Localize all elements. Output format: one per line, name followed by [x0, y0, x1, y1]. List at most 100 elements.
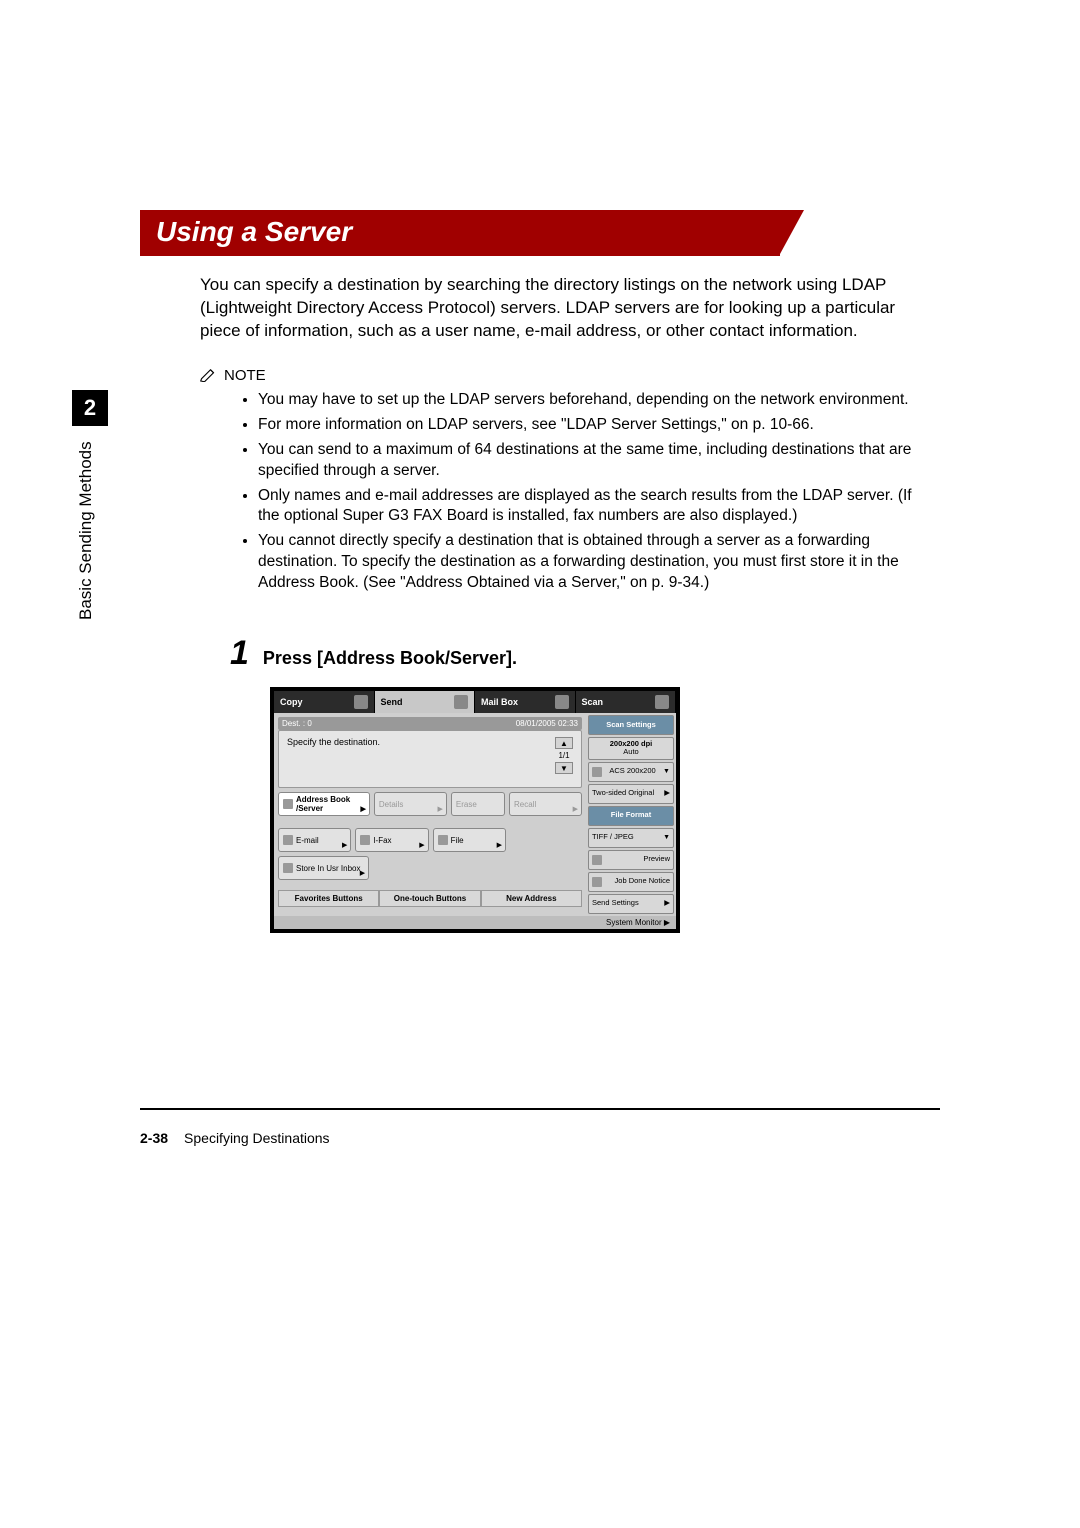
ifax-label: I-Fax [373, 836, 391, 845]
side-panel: Scan Settings 200x200 dpi Auto ACS 200x2… [588, 715, 674, 914]
ifax-button[interactable]: I-Fax ▶ [355, 828, 428, 852]
step-1: 1 Press [Address Book/Server]. [230, 634, 940, 673]
system-monitor-label: System Monitor [606, 918, 662, 927]
timestamp: 08/01/2005 02:33 [516, 719, 578, 728]
chevron-right-icon: ▶ [419, 841, 424, 849]
tab-copy-label: Copy [280, 697, 303, 707]
file-format-header: File Format [588, 806, 674, 826]
step-instruction: Press [Address Book/Server]. [263, 648, 517, 669]
send-settings-label: Send Settings [592, 899, 639, 907]
preview-label: Preview [643, 855, 670, 863]
email-button[interactable]: E-mail ▶ [278, 828, 351, 852]
store-inbox-button[interactable]: Store In Usr Inbox ▶ [278, 856, 369, 880]
dpi-box[interactable]: 200x200 dpi Auto [588, 737, 674, 760]
preview-box[interactable]: Preview [588, 850, 674, 870]
file-format-value: TIFF / JPEG [592, 833, 634, 841]
tab-mailbox-label: Mail Box [481, 697, 518, 707]
globe-icon [360, 835, 370, 845]
tab-copy[interactable]: Copy [274, 691, 375, 713]
preview-icon [592, 855, 602, 865]
chevron-right-icon: ▶ [497, 841, 502, 849]
acs-label: ACS 200x200 [609, 767, 655, 775]
intro-paragraph: You can specify a destination by searchi… [200, 274, 900, 343]
tab-onetouch[interactable]: One-touch Buttons [379, 890, 480, 907]
mailbox-icon [555, 695, 569, 709]
scan-settings-header: Scan Settings [588, 715, 674, 735]
chevron-right-icon: ▶ [342, 841, 347, 849]
file-label: File [451, 836, 464, 845]
info-strip: Dest. : 0 08/01/2005 02:33 [278, 717, 582, 730]
page-up-button[interactable]: ▲ [555, 737, 573, 749]
footer-section: Specifying Destinations [184, 1130, 330, 1146]
scan-icon [655, 695, 669, 709]
acs-icon [592, 767, 602, 777]
auto-label: Auto [592, 748, 670, 756]
tab-scan-label: Scan [582, 697, 604, 707]
chapter-tab: 2 [72, 390, 108, 426]
send-icon [454, 695, 468, 709]
chevron-right-icon: ▶ [438, 805, 443, 813]
tab-send[interactable]: Send [375, 691, 476, 713]
bottom-tabs: Favorites Buttons One-touch Buttons New … [278, 890, 582, 907]
side-chapter-label: Basic Sending Methods [76, 441, 96, 620]
mail-icon [283, 835, 293, 845]
dest-count: Dest. : 0 [282, 719, 312, 728]
page-controls: ▲ 1/1 ▼ [555, 737, 573, 774]
note-list: You may have to set up the LDAP servers … [240, 390, 920, 594]
store-inbox-label: Store In Usr Inbox [296, 864, 360, 873]
specify-label: Specify the destination. [287, 737, 380, 747]
bell-icon [592, 877, 602, 887]
erase-label: Erase [456, 800, 477, 809]
chevron-right-icon: ▶ [573, 805, 578, 813]
tab-new-address[interactable]: New Address [481, 890, 582, 907]
note-item: For more information on LDAP servers, se… [258, 415, 920, 436]
recall-button[interactable]: Recall ▶ [509, 792, 582, 816]
twosided-label: Two-sided Original [592, 789, 654, 797]
system-monitor-button[interactable]: System Monitor ▶ [274, 916, 676, 929]
note-item: Only names and e-mail addresses are disp… [258, 486, 920, 528]
address-book-label: Address Book /Server [296, 795, 365, 813]
erase-button[interactable]: Erase [451, 792, 505, 816]
send-settings-box[interactable]: Send Settings ▶ [588, 894, 674, 914]
chevron-down-icon [663, 767, 670, 776]
chevron-right-icon: ▶ [664, 789, 670, 797]
jobdone-box[interactable]: Job Done Notice [588, 872, 674, 892]
tab-mailbox[interactable]: Mail Box [475, 691, 576, 713]
chevron-right-icon: ▶ [361, 805, 366, 813]
section-heading: Using a Server [140, 210, 780, 256]
address-book-server-button[interactable]: Address Book /Server ▶ [278, 792, 370, 816]
tab-favorites[interactable]: Favorites Buttons [278, 890, 379, 907]
note-item: You cannot directly specify a destinatio… [258, 531, 920, 594]
details-label: Details [379, 800, 403, 809]
page-number: 2-38 [140, 1130, 168, 1146]
tab-send-label: Send [381, 697, 403, 707]
file-button[interactable]: File ▶ [433, 828, 506, 852]
chevron-right-icon: ▶ [664, 899, 670, 907]
twosided-box[interactable]: Two-sided Original ▶ [588, 784, 674, 804]
tab-scan[interactable]: Scan [576, 691, 677, 713]
note-label: NOTE [200, 367, 920, 384]
pencil-icon [200, 368, 218, 382]
file-format-box[interactable]: TIFF / JPEG [588, 828, 674, 848]
note-label-text: NOTE [224, 367, 266, 384]
jobdone-label: Job Done Notice [615, 877, 670, 885]
book-icon [283, 799, 293, 809]
note-block: NOTE You may have to set up the LDAP ser… [200, 367, 920, 594]
top-tabs: Copy Send Mail Box Scan [274, 691, 676, 713]
recall-label: Recall [514, 800, 536, 809]
device-screenshot: Copy Send Mail Box Scan Dest. : 0 08/01/… [270, 687, 680, 933]
file-icon [438, 835, 448, 845]
note-item: You can send to a maximum of 64 destinat… [258, 440, 920, 482]
copy-icon [354, 695, 368, 709]
email-label: E-mail [296, 836, 319, 845]
step-number: 1 [230, 634, 249, 673]
chevron-right-icon: ▶ [360, 869, 365, 877]
acs-box[interactable]: ACS 200x200 [588, 762, 674, 782]
page-footer: 2-38 Specifying Destinations [140, 1130, 330, 1146]
chevron-down-icon [663, 833, 670, 842]
destination-area: Specify the destination. ▲ 1/1 ▼ [278, 730, 582, 788]
details-button[interactable]: Details ▶ [374, 792, 447, 816]
page-down-button[interactable]: ▼ [555, 762, 573, 774]
main-panel: Dest. : 0 08/01/2005 02:33 Specify the d… [276, 715, 584, 914]
note-item: You may have to set up the LDAP servers … [258, 390, 920, 411]
